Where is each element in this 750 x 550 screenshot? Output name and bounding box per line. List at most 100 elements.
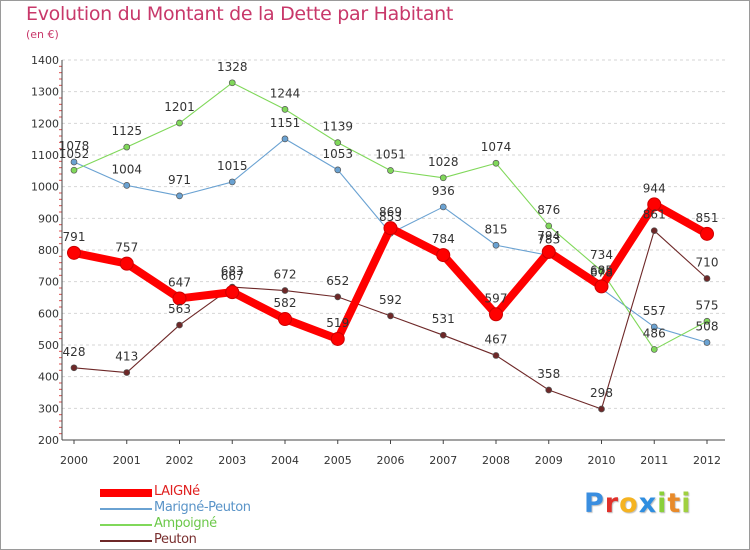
data-point xyxy=(176,321,183,329)
data-label: 647 xyxy=(168,275,191,289)
legend-swatch xyxy=(100,489,152,497)
data-point xyxy=(594,279,609,294)
logo-letter: t xyxy=(667,488,682,519)
data-label: 652 xyxy=(326,274,349,288)
data-point xyxy=(281,106,289,113)
data-point xyxy=(176,119,183,127)
data-label: 1328 xyxy=(217,60,248,74)
data-point xyxy=(439,331,447,339)
x-tick-label: 2012 xyxy=(693,454,721,467)
data-label: 815 xyxy=(485,222,508,236)
data-label: 563 xyxy=(168,302,191,316)
data-label: 1244 xyxy=(270,86,301,100)
data-label: 683 xyxy=(221,264,244,278)
data-label: 1004 xyxy=(111,162,142,176)
data-point xyxy=(436,248,451,263)
data-point xyxy=(334,293,342,301)
logo-letter: x xyxy=(638,488,658,519)
x-tick-label: 2004 xyxy=(271,454,299,467)
x-tick-label: 2011 xyxy=(640,454,668,467)
y-tick-label: 1100 xyxy=(31,149,59,162)
data-point xyxy=(334,166,342,174)
data-point xyxy=(650,323,658,331)
legend-label: Marigné-Peuton xyxy=(154,500,251,515)
data-point xyxy=(281,287,289,294)
data-label: 1015 xyxy=(217,159,248,173)
y-tick-label: 300 xyxy=(38,402,59,415)
data-point xyxy=(334,139,342,146)
data-point xyxy=(489,307,503,322)
data-point xyxy=(70,166,78,174)
y-tick-labels: 200 300 400 500 600 700 800 900 1000 1100 1200 1300… xyxy=(31,54,59,447)
data-label: 685 xyxy=(590,263,613,277)
x-tick-label: 2001 xyxy=(113,454,141,467)
x-tick-label: 2002 xyxy=(166,454,194,467)
data-label: 861 xyxy=(643,208,666,222)
axes xyxy=(59,60,725,444)
data-labels: 1078 1004 971 1015 1151 1053 853 936 815 783 678 55… xyxy=(59,60,719,400)
data-point xyxy=(545,386,553,394)
logo-letter: r xyxy=(604,488,620,519)
data-point xyxy=(703,275,711,282)
series-lines xyxy=(67,79,714,413)
logo-letter: i xyxy=(657,488,668,519)
proxiti-logo: Proxiti xyxy=(584,488,692,519)
data-label: 757 xyxy=(115,241,138,255)
data-point xyxy=(387,167,394,174)
data-point xyxy=(228,178,236,186)
data-point xyxy=(545,222,553,230)
data-label: 1125 xyxy=(111,124,142,138)
data-label: 791 xyxy=(63,230,86,244)
y-tick-label: 600 xyxy=(38,307,59,320)
x-tick-label: 2003 xyxy=(218,454,246,467)
y-tick-label: 1400 xyxy=(31,54,59,67)
data-label: 592 xyxy=(379,293,402,307)
x-tick-label: 2009 xyxy=(535,454,563,467)
data-label: 467 xyxy=(485,332,508,346)
data-point xyxy=(650,346,658,353)
data-label: 358 xyxy=(537,367,560,381)
data-label: 298 xyxy=(590,386,613,400)
grid-lines xyxy=(62,59,725,441)
data-point xyxy=(119,256,134,271)
x-tick-label: 2008 xyxy=(482,454,510,467)
data-point xyxy=(225,285,240,300)
data-point xyxy=(278,312,292,327)
data-label: 1074 xyxy=(481,140,512,154)
data-point xyxy=(647,197,662,212)
data-point xyxy=(228,79,236,87)
logo-letter: o xyxy=(619,488,639,519)
chart-legend: LAIGNé Marigné-Peuton Ampoigné Peuton xyxy=(100,484,340,548)
chart-title: Evolution du Montant de la Dette par Hab… xyxy=(26,3,454,25)
logo-letter: P xyxy=(584,488,605,519)
data-point xyxy=(70,364,78,372)
data-label: 876 xyxy=(537,203,560,217)
x-tick-label: 2010 xyxy=(588,454,616,467)
data-label: 557 xyxy=(643,304,666,318)
data-point xyxy=(650,227,658,235)
data-label: 783 xyxy=(537,232,560,246)
data-point xyxy=(700,226,714,241)
data-label: 678 xyxy=(590,266,613,280)
data-point xyxy=(330,331,345,346)
data-label: 597 xyxy=(485,291,508,305)
data-point xyxy=(703,317,711,325)
data-label: 710 xyxy=(696,256,719,270)
data-point xyxy=(598,267,605,275)
data-label: 531 xyxy=(432,312,455,326)
data-point xyxy=(492,241,500,249)
data-point xyxy=(598,405,605,413)
data-point xyxy=(541,244,556,259)
legend-swatch xyxy=(100,508,152,510)
data-label: 1201 xyxy=(164,100,195,114)
data-label: 1028 xyxy=(428,155,459,169)
data-point xyxy=(67,245,81,260)
data-label: 734 xyxy=(590,248,613,262)
legend-item: LAIGNé xyxy=(100,484,340,500)
data-label: 1051 xyxy=(375,148,406,162)
x-tick-label: 2006 xyxy=(377,454,405,467)
data-point xyxy=(123,143,131,151)
data-label: 971 xyxy=(168,173,191,187)
data-label: 1139 xyxy=(322,120,353,134)
